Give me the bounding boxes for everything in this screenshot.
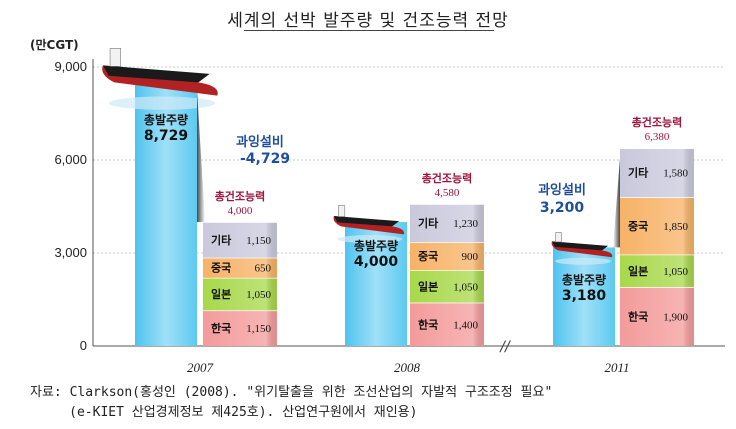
order-label: 총발주량 [562, 272, 606, 287]
ship-deck [334, 216, 400, 227]
y-tick-label: 3,000 [54, 245, 87, 260]
segment-value: 900 [462, 251, 479, 263]
segment-name: 일본 [418, 279, 438, 293]
segment-name: 중국 [418, 250, 438, 263]
segment-shade [620, 197, 694, 255]
segment-shade [620, 148, 694, 198]
segment-name: 기타 [628, 166, 649, 180]
title-underline [244, 30, 494, 31]
segment-name: 한국 [211, 321, 231, 335]
segment-name: 한국 [418, 317, 438, 331]
overcapacity-wedge [197, 89, 205, 222]
order-label: 총발주량 [144, 112, 188, 127]
y-axis-unit: (만CGT) [30, 38, 79, 52]
order-value: 8,729 [144, 128, 188, 144]
segment-value: 1,900 [663, 312, 688, 324]
segment-value: 1,150 [246, 323, 271, 335]
segment-name: 중국 [211, 262, 231, 275]
x-tick-label: 2007 [187, 360, 214, 375]
y-tick-label: 9,000 [54, 59, 87, 74]
order-bar [135, 75, 197, 346]
ship-deck [103, 65, 210, 83]
overcapacity-value: -4,729 [240, 151, 290, 167]
overcapacity-label: 과잉설비 [538, 183, 586, 198]
segment-shade [410, 204, 484, 243]
ship-bridge [338, 205, 346, 217]
chart-title: 세계의 선박 발주량 및 건조능력 전망 [227, 11, 509, 31]
ship-wake [108, 96, 216, 110]
capacity-total-label: 총건조능력 [422, 171, 473, 185]
x-tick-label: 2008 [394, 360, 421, 375]
capacity-total-label: 총건조능력 [632, 115, 683, 129]
segment-name: 기타 [418, 216, 439, 230]
segment-shade [410, 302, 484, 346]
segment-shade [203, 277, 277, 311]
order-label: 총발주량 [354, 238, 398, 253]
segment-shade [203, 257, 277, 278]
segment-shade [203, 310, 277, 346]
ship-deck [552, 241, 609, 251]
ship-bridge [109, 48, 122, 67]
segment-value: 650 [255, 263, 272, 275]
y-tick-label: 6,000 [54, 152, 87, 167]
overcapacity-label: 과잉설비 [236, 135, 284, 150]
segment-value: 1,050 [246, 289, 271, 301]
segment-value: 1,050 [663, 266, 688, 278]
order-value: 4,000 [354, 254, 399, 270]
y-tick-label: 0 [80, 338, 87, 353]
segment-shade [410, 242, 484, 271]
capacity-total-label: 총건조능력 [215, 189, 266, 203]
segment-shade [203, 222, 277, 258]
x-tick-label: 2011 [604, 360, 629, 375]
ship-wake [555, 257, 611, 265]
ship-bridge [555, 232, 562, 243]
segment-value: 1,230 [453, 218, 478, 230]
ship-wake [337, 235, 403, 244]
segment-shade [620, 287, 694, 346]
segment-shade [620, 254, 694, 288]
source-line-1: 자료: Clarkson(홍성인 (2008). "위기탈출을 위한 조선산업의… [30, 385, 553, 400]
segment-name: 중국 [628, 220, 648, 233]
source-note: 자료: Clarkson(홍성인 (2008). "위기탈출을 위한 조선산업의… [30, 383, 552, 423]
segment-value: 1,150 [246, 235, 271, 247]
order-value: 3,180 [562, 288, 607, 304]
segment-shade [410, 270, 484, 303]
segment-name: 기타 [211, 233, 232, 247]
capacity-total-value: 6,380 [645, 131, 670, 143]
axis-break: // [498, 339, 511, 355]
segment-name: 일본 [628, 264, 648, 278]
ship-icon [102, 48, 218, 110]
overcapacity-value: 3,200 [540, 200, 585, 216]
capacity-total-value: 4,000 [228, 205, 253, 217]
segment-value: 1,050 [453, 281, 478, 293]
segment-value: 1,850 [663, 221, 688, 233]
segment-name: 일본 [211, 287, 231, 301]
capacity-total-value: 4,580 [435, 187, 460, 199]
segment-name: 한국 [628, 310, 648, 324]
source-line-2: (e-KIET 산업경제정보 제425호). 산업연구원에서 재인용) [30, 405, 418, 420]
ship-icon [333, 205, 405, 244]
segment-value: 1,400 [453, 319, 478, 331]
ship-icon [551, 232, 613, 265]
segment-value: 1,580 [663, 168, 688, 180]
overcapacity-wedge [613, 158, 620, 248]
